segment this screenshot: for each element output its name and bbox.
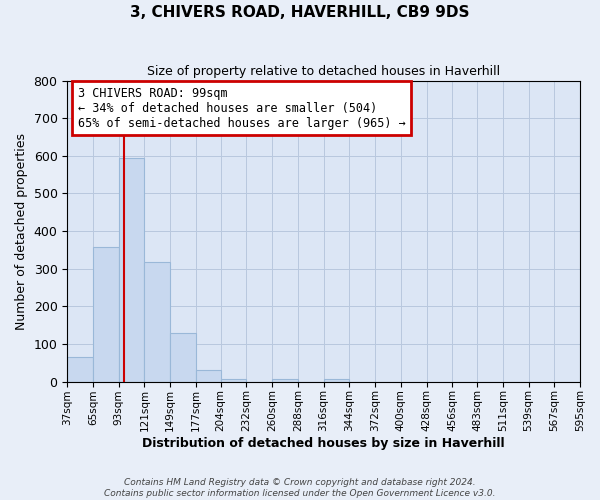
Title: Size of property relative to detached houses in Haverhill: Size of property relative to detached ho… (147, 65, 500, 78)
Text: 3, CHIVERS ROAD, HAVERHILL, CB9 9DS: 3, CHIVERS ROAD, HAVERHILL, CB9 9DS (130, 5, 470, 20)
X-axis label: Distribution of detached houses by size in Haverhill: Distribution of detached houses by size … (142, 437, 505, 450)
Bar (221, 378, 247, 382)
Bar (170, 332, 196, 382)
Bar (196, 370, 221, 382)
Text: 3 CHIVERS ROAD: 99sqm
← 34% of detached houses are smaller (504)
65% of semi-det: 3 CHIVERS ROAD: 99sqm ← 34% of detached … (77, 86, 405, 130)
Bar (119, 158, 145, 382)
Bar (323, 378, 349, 382)
Bar (272, 378, 298, 382)
Text: Contains HM Land Registry data © Crown copyright and database right 2024.
Contai: Contains HM Land Registry data © Crown c… (104, 478, 496, 498)
Y-axis label: Number of detached properties: Number of detached properties (15, 132, 28, 330)
Bar (145, 262, 170, 382)
Bar (93, 248, 119, 382)
Bar (67, 357, 93, 382)
